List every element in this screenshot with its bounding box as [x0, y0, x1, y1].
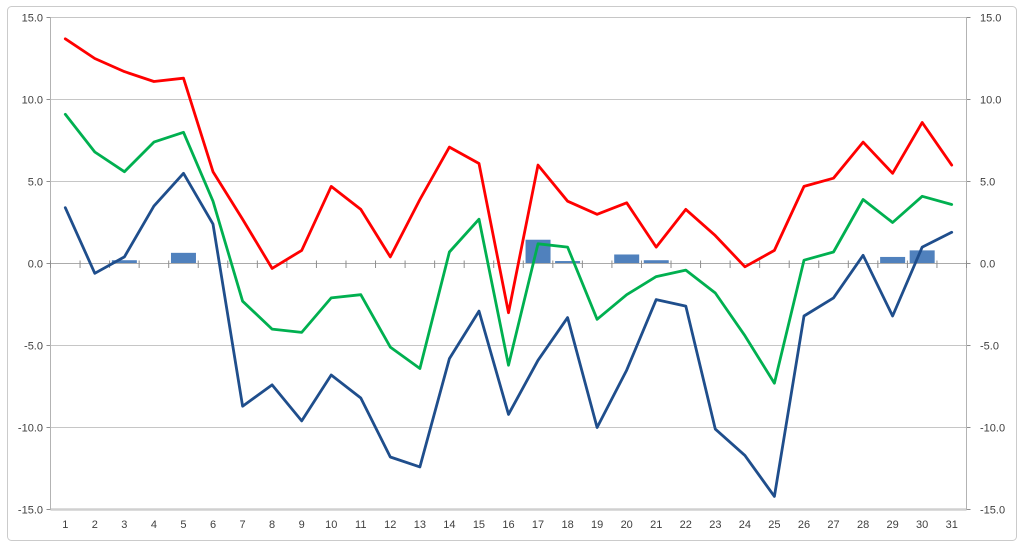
dark-blue-line: [63, 171, 954, 498]
y-tick-label-right: -5.0: [980, 341, 999, 353]
y-tick-label-left: 0.0: [28, 259, 43, 271]
x-tick-label: 6: [210, 519, 216, 531]
blue-bars-bar: [880, 256, 906, 264]
y-tick-label-left: 10.0: [22, 95, 43, 107]
red-line: [63, 37, 954, 315]
blue-bars-bar: [614, 254, 640, 264]
y-tick-label-right: 0.0: [980, 259, 995, 271]
blue-bars-bar: [909, 250, 935, 264]
y-tick-label-left: 15.0: [22, 13, 43, 25]
x-tick-label: 10: [325, 519, 337, 531]
y-tick-label-left: -10.0: [18, 423, 43, 435]
x-axis-labels: 1 2 3 4 5 6 7 8 9 10 11 12 13 14 15 16 17 18 19 20 21 22 23 24 2…: [62, 519, 958, 531]
x-tick-label: 11: [355, 519, 366, 531]
y-axis-labels: 15.0 15.0 10.0 10.0 5.0 5.0 0.0 0.0 -5.0 -5.0 -10.…: [18, 13, 1005, 517]
x-tick-label: 18: [561, 519, 573, 531]
x-tick-label: 20: [621, 519, 633, 531]
blue-bars-bar: [555, 261, 581, 264]
x-tick-label: 23: [709, 519, 721, 531]
x-tick-label: 3: [121, 519, 127, 531]
x-tick-label: 29: [887, 519, 899, 531]
x-tick-label: 4: [151, 519, 157, 531]
x-tick-label: 30: [916, 519, 928, 531]
x-tick-label: 31: [946, 519, 958, 531]
blue-bars-bar: [643, 260, 669, 264]
y-tick-label-left: 5.0: [28, 177, 43, 189]
x-tick-label: 25: [768, 519, 780, 531]
y-tick-label-right: -10.0: [980, 423, 1005, 435]
chart-border: [7, 6, 1017, 541]
x-tick-label: 8: [269, 519, 275, 531]
x-tick-label: 17: [532, 519, 544, 531]
y-tick-label-right: 10.0: [980, 95, 1001, 107]
x-tick-label: 15: [473, 519, 485, 531]
x-tick-label: 28: [857, 519, 869, 531]
x-tick-label: 22: [680, 519, 692, 531]
blue-bars-bar: [111, 260, 137, 264]
x-tick-label: 5: [180, 519, 186, 531]
y-tick-label-right: -15.0: [980, 505, 1005, 517]
y-tick-label-right: 5.0: [980, 177, 995, 189]
x-tick-label: 14: [443, 519, 455, 531]
x-tick-label: 19: [591, 519, 603, 531]
x-tick-label: 1: [62, 519, 68, 531]
x-tick-label: 12: [384, 519, 396, 531]
y-tick-label-right: 15.0: [980, 13, 1001, 25]
x-tick-label: 16: [502, 519, 514, 531]
category-ticks: [50, 260, 967, 268]
x-tick-label: 13: [414, 519, 426, 531]
x-tick-label: 2: [92, 519, 98, 531]
x-tick-label: 21: [650, 519, 662, 531]
green-line: [63, 112, 954, 385]
blue-bars-bar: [170, 252, 196, 264]
x-tick-label: 7: [240, 519, 246, 531]
x-tick-label: 9: [299, 519, 305, 531]
y-tick-label-left: -5.0: [24, 341, 43, 353]
x-tick-label: 26: [798, 519, 810, 531]
x-tick-label: 27: [827, 519, 839, 531]
y-tick-label-left: -15.0: [18, 505, 43, 517]
x-tick-label: 24: [739, 519, 751, 531]
